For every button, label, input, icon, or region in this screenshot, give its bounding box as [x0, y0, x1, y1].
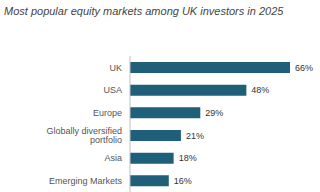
svg-text:Europe: Europe — [93, 108, 122, 118]
svg-text:29%: 29% — [205, 108, 223, 118]
svg-text:16%: 16% — [174, 176, 192, 186]
svg-text:Asia: Asia — [104, 153, 122, 163]
svg-text:USA: USA — [103, 85, 122, 95]
svg-text:48%: 48% — [251, 85, 269, 95]
svg-text:UK: UK — [109, 63, 122, 73]
svg-text:18%: 18% — [179, 153, 197, 163]
svg-text:Globally diversifiedportfolio: Globally diversifiedportfolio — [46, 126, 122, 145]
svg-text:66%: 66% — [295, 63, 312, 73]
svg-text:Emerging Markets: Emerging Markets — [49, 176, 123, 186]
svg-text:21%: 21% — [186, 131, 204, 141]
html-text:Most popular equity markets am: Most popular equity markets among UK inv… — [4, 5, 284, 17]
